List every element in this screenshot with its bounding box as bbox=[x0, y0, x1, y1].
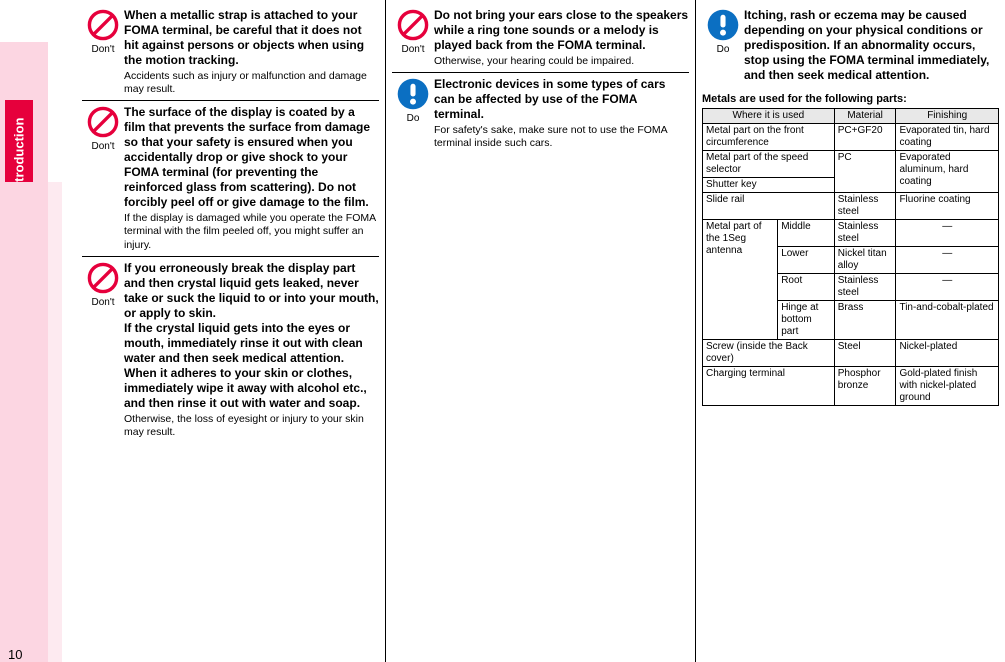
left-margin: Introduction 10 bbox=[0, 0, 76, 662]
cell-sub: Middle bbox=[778, 220, 835, 247]
caution-item: Don't Do not bring your ears close to th… bbox=[392, 4, 689, 72]
caution-note: Accidents such as injury or malfunction … bbox=[124, 70, 379, 96]
caution-note: Otherwise, your hearing could be impaire… bbox=[434, 55, 689, 68]
table-row: Screw (inside the Back cover)SteelNickel… bbox=[703, 340, 999, 367]
cell-finishing: Tin-and-cobalt-plated bbox=[896, 301, 999, 340]
cell-finishing: Nickel-plated bbox=[896, 340, 999, 367]
caution-note: For safety's sake, make sure not to use … bbox=[434, 124, 689, 150]
caution-bold: When a metallic strap is attached to you… bbox=[124, 8, 379, 68]
page-number: 10 bbox=[8, 647, 22, 662]
attention-icon bbox=[706, 8, 740, 42]
icon-column: Don't bbox=[82, 105, 124, 251]
cell-material: PC+GF20 bbox=[834, 124, 896, 151]
cell-material: Phosphor bronze bbox=[834, 367, 896, 406]
icon-label: Don't bbox=[401, 44, 424, 55]
cell-material: Stainless steel bbox=[834, 220, 896, 247]
icon-label: Don't bbox=[91, 141, 114, 152]
caution-item: Don't If you erroneously break the displ… bbox=[82, 256, 379, 443]
cell-where: Metal part of the speed selector bbox=[703, 151, 835, 178]
caution-bold: Do not bring your ears close to the spea… bbox=[434, 8, 689, 53]
caution-note: If the display is damaged while you oper… bbox=[124, 212, 379, 251]
table-row: Metal part of the speed selectorPCEvapor… bbox=[703, 151, 999, 178]
table-header: Finishing bbox=[896, 109, 999, 124]
narrow-pink bbox=[48, 182, 62, 662]
cell-finishing: — bbox=[896, 247, 999, 274]
metals-table: Where it is usedMaterialFinishingMetal p… bbox=[702, 108, 999, 406]
cell-finishing: Evaporated tin, hard coating bbox=[896, 124, 999, 151]
text-column: The surface of the display is coated by … bbox=[124, 105, 379, 251]
cell-finishing: — bbox=[896, 220, 999, 247]
cell-sub: Root bbox=[778, 274, 835, 301]
icon-label: Do bbox=[407, 113, 420, 124]
icon-column: Don't bbox=[392, 8, 434, 68]
column-1: Don't When a metallic strap is attached … bbox=[76, 0, 385, 662]
cell-material: Steel bbox=[834, 340, 896, 367]
caution-note: Otherwise, the loss of eyesight or injur… bbox=[124, 413, 379, 439]
cell-finishing: Gold-plated finish with nickel-plated gr… bbox=[896, 367, 999, 406]
cell-sub: Hinge at bottom part bbox=[778, 301, 835, 340]
cell-material: Stainless steel bbox=[834, 274, 896, 301]
text-column: Electronic devices in some types of cars… bbox=[434, 77, 689, 150]
pink-strip bbox=[0, 182, 48, 662]
text-column: Itching, rash or eczema may be caused de… bbox=[744, 8, 999, 83]
icon-column: Don't bbox=[82, 261, 124, 439]
cell-where: Charging terminal bbox=[703, 367, 835, 406]
cell-where: Shutter key bbox=[703, 178, 835, 193]
side-tab: Introduction bbox=[0, 42, 48, 182]
caution-item: Do Itching, rash or eczema may be caused… bbox=[702, 4, 999, 87]
cell-finishing: Fluorine coating bbox=[896, 193, 999, 220]
cell-finishing: Evaporated aluminum, hard coating bbox=[896, 151, 999, 193]
metals-heading: Metals are used for the following parts: bbox=[702, 93, 999, 105]
prohibit-icon bbox=[86, 105, 120, 139]
table-row: Metal part on the front circumferencePC+… bbox=[703, 124, 999, 151]
cell-where: Screw (inside the Back cover) bbox=[703, 340, 835, 367]
table-row: Charging terminalPhosphor bronzeGold-pla… bbox=[703, 367, 999, 406]
caution-bold: If you erroneously break the display par… bbox=[124, 261, 379, 411]
caution-item: Don't When a metallic strap is attached … bbox=[82, 4, 379, 100]
caution-item: Do Electronic devices in some types of c… bbox=[392, 72, 689, 154]
cell-material: Brass bbox=[834, 301, 896, 340]
prohibit-icon bbox=[396, 8, 430, 42]
cell-where: Metal part on the front circumference bbox=[703, 124, 835, 151]
cell-material: PC bbox=[834, 151, 896, 193]
cell-sub: Lower bbox=[778, 247, 835, 274]
column-3: Do Itching, rash or eczema may be caused… bbox=[695, 0, 1005, 662]
prohibit-icon bbox=[86, 8, 120, 42]
caution-item: Don't The surface of the display is coat… bbox=[82, 100, 379, 255]
text-column: Do not bring your ears close to the spea… bbox=[434, 8, 689, 68]
attention-icon bbox=[396, 77, 430, 111]
icon-column: Don't bbox=[82, 8, 124, 96]
table-row: Metal part of the 1Seg antennaMiddleStai… bbox=[703, 220, 999, 247]
cell-where: Slide rail bbox=[703, 193, 835, 220]
cell-material: Stainless steel bbox=[834, 193, 896, 220]
icon-label: Do bbox=[717, 44, 730, 55]
caution-bold: The surface of the display is coated by … bbox=[124, 105, 379, 210]
table-header: Where it is used bbox=[703, 109, 835, 124]
prohibit-icon bbox=[86, 261, 120, 295]
cell-where: Metal part of the 1Seg antenna bbox=[703, 220, 778, 340]
table-row: Slide railStainless steelFluorine coatin… bbox=[703, 193, 999, 220]
caution-bold: Electronic devices in some types of cars… bbox=[434, 77, 689, 122]
icon-label: Don't bbox=[91, 297, 114, 308]
icon-column: Do bbox=[702, 8, 744, 83]
cell-finishing: — bbox=[896, 274, 999, 301]
text-column: When a metallic strap is attached to you… bbox=[124, 8, 379, 96]
cell-material: Nickel titan alloy bbox=[834, 247, 896, 274]
icon-label: Don't bbox=[91, 44, 114, 55]
column-2: Don't Do not bring your ears close to th… bbox=[385, 0, 695, 662]
content: Don't When a metallic strap is attached … bbox=[76, 0, 1005, 662]
text-column: If you erroneously break the display par… bbox=[124, 261, 379, 439]
icon-column: Do bbox=[392, 77, 434, 150]
caution-bold: Itching, rash or eczema may be caused de… bbox=[744, 8, 999, 83]
table-header: Material bbox=[834, 109, 896, 124]
